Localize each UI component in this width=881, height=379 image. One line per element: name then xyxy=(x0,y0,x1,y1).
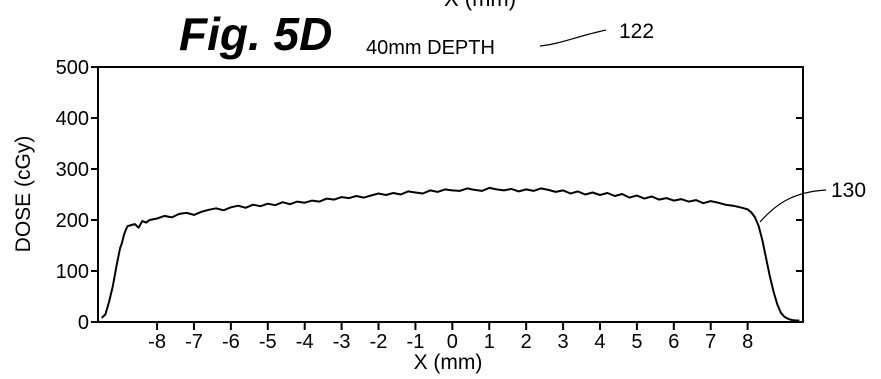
y-tick-label: 200 xyxy=(56,210,89,232)
x-tick-label: 3 xyxy=(558,331,569,353)
chart-title: 40mm DEPTH xyxy=(366,37,495,59)
title-leader-line xyxy=(539,29,607,47)
x-axis-label: X (mm) xyxy=(414,351,483,374)
x-tick-label: -2 xyxy=(370,331,388,353)
y-tick-label: 500 xyxy=(56,57,89,79)
x-tick-label: 4 xyxy=(594,331,605,353)
x-axis-ticks: -8 -7 -6 -5 -4 -3 -2 -1 0 1 2 3 4 5 6 7 8 xyxy=(148,322,753,353)
y-axis-label: DOSE (cGy) xyxy=(12,136,35,253)
x-tick-label: 0 xyxy=(447,331,458,353)
x-tick-label: -1 xyxy=(407,331,425,353)
y-tick-label: 0 xyxy=(78,312,89,334)
x-tick-label: -3 xyxy=(333,331,351,353)
x-tick-label: -5 xyxy=(259,331,277,353)
curve-leader-line xyxy=(759,189,827,223)
curve-reference-label: 130 xyxy=(831,179,866,202)
x-tick-label: -8 xyxy=(148,331,166,353)
dose-curve-line xyxy=(101,186,800,322)
x-tick-label: -6 xyxy=(222,331,240,353)
x-tick-label: 2 xyxy=(521,331,532,353)
figure-label: Fig. 5D xyxy=(179,8,332,60)
header-fragment: X (mm) xyxy=(444,0,516,11)
x-tick-label: -7 xyxy=(185,331,203,353)
x-tick-label: 6 xyxy=(668,331,679,353)
x-tick-label: -4 xyxy=(296,331,314,353)
x-tick-label: 5 xyxy=(631,331,642,353)
y-tick-label: 400 xyxy=(56,108,89,130)
x-tick-label: 1 xyxy=(484,331,495,353)
x-tick-label: 7 xyxy=(705,331,716,353)
title-reference-label: 122 xyxy=(619,20,654,43)
y-tick-label: 100 xyxy=(56,261,89,283)
plot-frame xyxy=(97,66,804,323)
y-axis-ticks: 0 100 200 300 400 500 xyxy=(56,57,803,334)
x-tick-label: 8 xyxy=(742,331,753,353)
y-tick-label: 300 xyxy=(56,159,89,181)
